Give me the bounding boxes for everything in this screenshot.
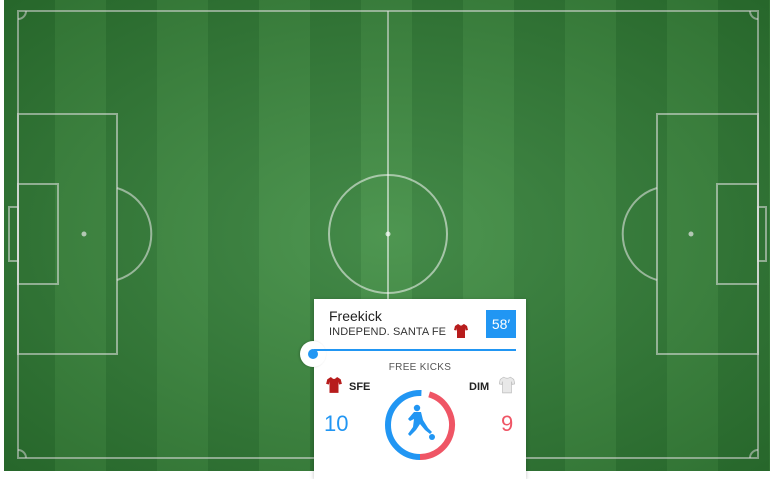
left-goal: [8, 206, 19, 262]
right-penalty-spot: [688, 231, 694, 237]
red-shirt-icon: [326, 377, 342, 393]
corner-arc: [17, 10, 27, 20]
corner-arc: [749, 10, 759, 20]
home-share-arc: [385, 390, 455, 460]
left-goal-box: [17, 183, 59, 285]
kicking-player-icon: [408, 404, 435, 440]
home-freekick-count: 10: [324, 411, 349, 436]
freekick-ratio-donut: [385, 390, 455, 460]
corner-arc: [17, 449, 27, 459]
red-shirt-icon: [454, 324, 468, 338]
corner-arc: [749, 449, 759, 459]
event-team-name: INDEPEND. SANTA FE: [329, 326, 447, 338]
minute-badge: 58′: [486, 310, 516, 338]
left-penalty-arc: [116, 187, 153, 281]
timeline-bar[interactable]: [314, 349, 516, 351]
away-team-abbr: DIM: [469, 381, 490, 393]
white-shirt-icon: [499, 376, 515, 394]
right-penalty-arc: [621, 187, 658, 281]
right-goal: [757, 206, 767, 262]
pitch-lines: [8, 10, 767, 459]
center-circle: [328, 174, 448, 294]
away-share-arc: [385, 390, 455, 460]
event-title: Freekick: [329, 308, 382, 324]
center-spot: [385, 231, 391, 237]
left-penalty-box: [17, 113, 118, 355]
right-penalty-box: [656, 113, 759, 355]
left-penalty-spot: [81, 231, 87, 237]
timeline-dot[interactable]: [308, 349, 318, 359]
event-card: Freekick INDEPEND. SANTA FE 58′ FREE KIC…: [300, 299, 526, 479]
stat-label: FREE KICKS: [388, 362, 452, 373]
away-freekick-count: 9: [501, 411, 514, 436]
football-pitch: [4, 0, 770, 471]
right-goal-box: [716, 183, 759, 285]
home-team-abbr: SFE: [349, 381, 371, 393]
